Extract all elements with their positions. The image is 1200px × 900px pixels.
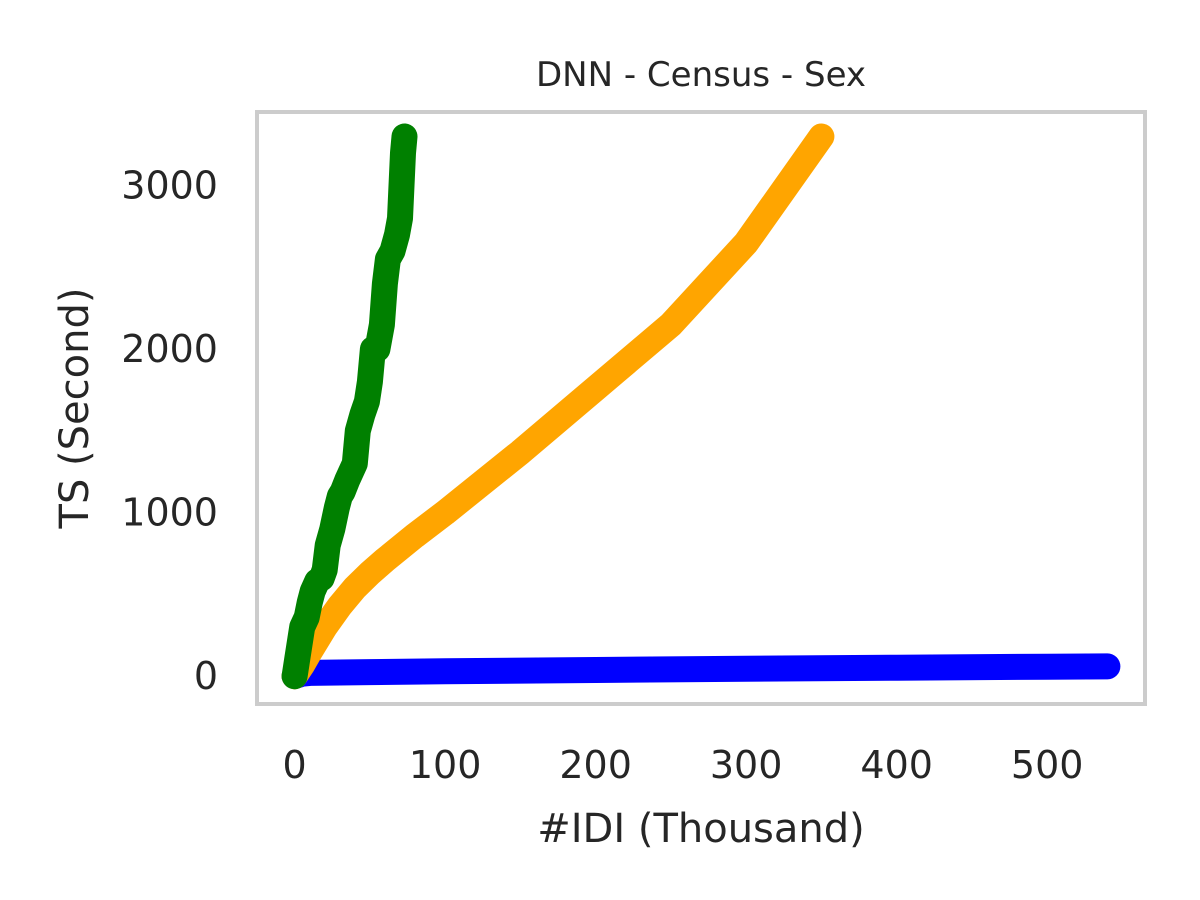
x-tick-label: 200 xyxy=(559,743,632,787)
series-line-3 xyxy=(281,123,418,690)
y-tick-label: 0 xyxy=(194,654,218,698)
x-tick-label: 400 xyxy=(860,743,933,787)
x-tick-label: 300 xyxy=(710,743,783,787)
chart-title: DNN - Census - Sex xyxy=(536,55,866,95)
series-line-2 xyxy=(281,123,835,690)
y-tick-label: 2000 xyxy=(121,327,218,371)
x-tick-label: 500 xyxy=(1011,743,1084,787)
x-axis-label: #IDI (Thousand) xyxy=(537,806,865,852)
y-tick-label: 3000 xyxy=(121,164,218,208)
x-tick-label: 0 xyxy=(283,743,307,787)
plot-frame xyxy=(255,110,1147,706)
x-tick-label: 100 xyxy=(409,743,482,787)
y-tick-label: 1000 xyxy=(121,491,218,535)
tick-layer: 0 100 200 300 400 500 0 1000 2000 3000 xyxy=(121,164,1083,787)
series-layer xyxy=(281,123,1121,690)
series-line-1 xyxy=(281,653,1121,690)
y-axis-label: TS (Second) xyxy=(52,288,98,530)
